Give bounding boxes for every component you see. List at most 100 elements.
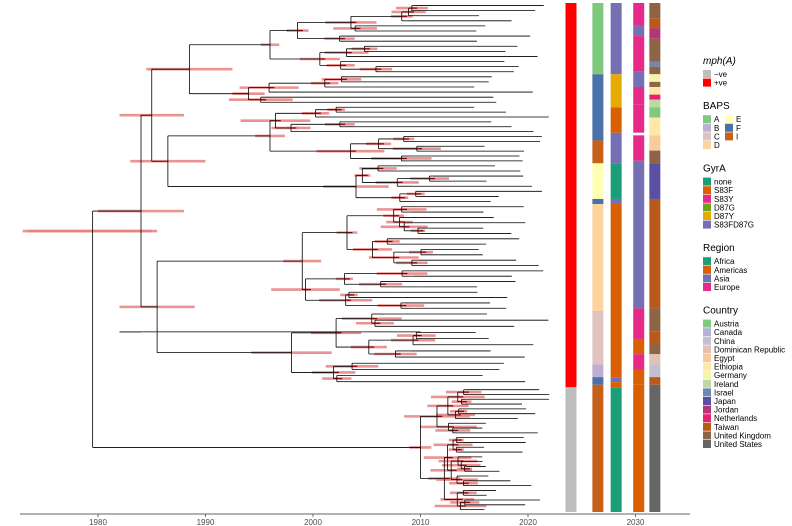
legend-label: Canada <box>714 328 743 337</box>
legend-label: Taiwan <box>714 423 739 432</box>
strip-segment <box>633 3 645 26</box>
x-tick-label: 2010 <box>412 518 430 526</box>
strip-segment <box>610 198 622 205</box>
strip-segment <box>610 163 622 199</box>
legend-label: Austria <box>714 320 739 329</box>
legend-swatch <box>703 265 711 274</box>
strip-segment <box>649 377 661 385</box>
legend-label: D <box>714 141 720 150</box>
legend-swatch <box>703 186 711 195</box>
strip-segment <box>649 107 661 118</box>
legend-label: S83FD87G <box>714 221 754 230</box>
tree-branches <box>92 5 550 511</box>
legend-swatch <box>703 328 711 337</box>
strip-segment <box>633 160 645 309</box>
legend-label: Ireland <box>714 380 738 389</box>
legend-label: Dominican Republic <box>714 345 785 354</box>
legend-label: Ethiopia <box>714 363 743 372</box>
legend-panel: mph(A)−ve+veBAPSABCDEFIGyrAnoneS83FS83YD… <box>703 56 785 449</box>
legend-label: Japan <box>714 397 736 406</box>
strip-gyra <box>610 3 622 512</box>
legend-title: BAPS <box>703 101 730 112</box>
strip-segment <box>633 132 645 136</box>
legend-swatch <box>703 141 711 149</box>
strip-segment <box>633 369 645 385</box>
legend-swatch <box>703 354 711 362</box>
x-tick-label: 1990 <box>197 518 215 526</box>
legend-swatch <box>703 274 711 283</box>
strip-segment <box>649 99 661 108</box>
strip-segment <box>592 204 604 311</box>
strip-segment <box>649 81 661 87</box>
legend-swatch <box>703 371 711 380</box>
legend-swatch <box>703 388 711 397</box>
legend-label: A <box>714 115 720 124</box>
strip-segment <box>649 308 661 332</box>
legend-title: mph(A) <box>703 56 736 67</box>
strip-segment <box>649 117 661 136</box>
strip-segment <box>649 331 661 345</box>
strip-segment <box>633 25 645 37</box>
legend-swatch <box>703 257 711 266</box>
strip-segment <box>649 364 661 378</box>
strip-segment <box>610 107 622 133</box>
annotation-strips <box>565 3 661 512</box>
legend-swatch <box>703 194 711 203</box>
legend-title: GyrA <box>703 164 726 175</box>
legend-swatch <box>725 115 733 124</box>
strip-segment <box>649 344 661 355</box>
legend-swatch <box>703 379 711 388</box>
strip-segment <box>592 163 604 199</box>
legend-swatch <box>725 123 733 132</box>
legend-title: Country <box>703 306 738 317</box>
legend-swatch <box>703 78 711 87</box>
legend-label: S83F <box>714 186 733 195</box>
legend-swatch <box>703 115 711 124</box>
legend-label: Europe <box>714 283 740 292</box>
legend-label: D87G <box>714 203 735 212</box>
strip-segment <box>633 135 645 161</box>
strip-segment <box>649 198 661 309</box>
legend-label: Netherlands <box>714 414 757 423</box>
strip-segment <box>633 308 645 339</box>
strip-segment <box>633 338 645 355</box>
legend-label: Egypt <box>714 354 735 363</box>
legend-mpha: mph(A) −ve+ve <box>703 56 736 88</box>
strip-segment <box>610 74 622 108</box>
legend-swatch <box>703 431 711 440</box>
strip-segment <box>610 382 622 388</box>
x-axis: 1980 1990 2000 2010 2020 2030 <box>20 513 690 526</box>
strip-country <box>649 3 661 512</box>
legend-label: C <box>714 132 720 141</box>
strip-segment <box>649 28 661 39</box>
legend-label: B <box>714 124 719 133</box>
strip-segment <box>633 384 645 512</box>
strip-segment <box>649 94 661 100</box>
legend-label: F <box>736 124 741 133</box>
legend-label: −ve <box>714 70 728 79</box>
legend-swatch <box>703 345 711 354</box>
legend-label: China <box>714 337 735 346</box>
strip-segment <box>649 38 661 62</box>
strip-segment <box>649 163 661 199</box>
strip-segment <box>633 36 645 72</box>
legend-swatch <box>703 212 711 220</box>
legend-label: Americas <box>714 266 747 275</box>
strip-segment <box>610 132 622 164</box>
strip-segment <box>633 71 645 87</box>
legend-swatch <box>703 336 711 345</box>
legend-label: S83Y <box>714 195 734 204</box>
legend-label: I <box>736 132 738 141</box>
strip-segment <box>649 74 661 82</box>
legend-swatch <box>703 220 711 229</box>
legend-label: none <box>714 178 732 187</box>
strip-segment <box>633 104 645 133</box>
legend-label: Jordan <box>714 406 738 415</box>
strip-baps <box>592 3 604 512</box>
legend-label: United Kingdom <box>714 431 771 440</box>
strip-segment <box>649 150 661 164</box>
strip-mph <box>565 3 577 512</box>
strip-segment <box>592 3 604 75</box>
